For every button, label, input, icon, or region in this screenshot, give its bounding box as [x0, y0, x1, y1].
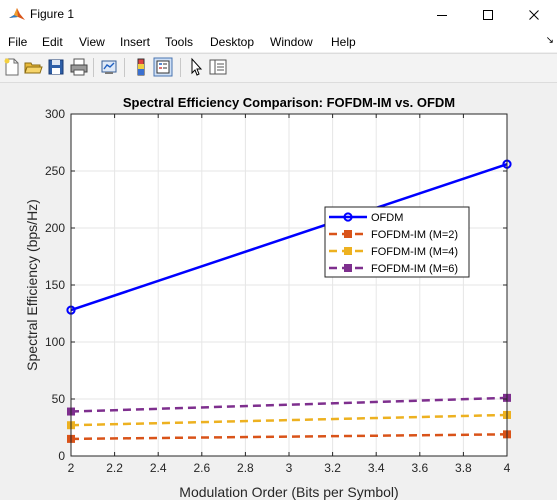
- figure-canvas[interactable]: 2 2.2 2.4 2.6 2.8 3 3.2 3.4 3.6 3.8 4 0 50 100 150 200 2…: [0, 83, 557, 500]
- property-inspector-icon[interactable]: [208, 57, 228, 77]
- new-figure-icon[interactable]: [2, 57, 22, 77]
- y-tick-label: 200: [45, 221, 65, 235]
- toolbar-separator: [124, 58, 125, 77]
- legend[interactable]: OFDM FOFDM-IM (M=2) FOFDM-IM (M=4) FOFDM-IM…: [325, 207, 469, 277]
- menu-bar: File Edit View Insert Tools Desktop Wind…: [0, 30, 557, 52]
- close-icon: [528, 9, 540, 21]
- menu-file[interactable]: File: [8, 35, 27, 49]
- y-tick-label: 250: [45, 164, 65, 178]
- colorbar-icon[interactable]: [131, 57, 151, 77]
- legend-icon[interactable]: [153, 57, 173, 77]
- x-tick-label: 4: [504, 461, 511, 475]
- menu-view[interactable]: View: [79, 35, 105, 49]
- menu-desktop[interactable]: Desktop: [210, 35, 254, 49]
- x-axis-label: Modulation Order (Bits per Symbol): [179, 484, 398, 500]
- edit-plot-icon[interactable]: [186, 57, 206, 77]
- legend-label: FOFDM-IM (M=4): [371, 246, 458, 258]
- legend-label: FOFDM-IM (M=2): [371, 229, 458, 241]
- x-tick-label: 3.4: [368, 461, 385, 475]
- figure-toolbar: [0, 53, 557, 83]
- menu-help[interactable]: Help: [331, 35, 356, 49]
- maximize-button[interactable]: [465, 0, 511, 30]
- maximize-icon: [482, 9, 494, 21]
- y-tick-label: 0: [58, 449, 65, 463]
- minimize-button[interactable]: [419, 0, 465, 30]
- toolbar-separator: [180, 58, 181, 77]
- open-file-icon[interactable]: [23, 57, 43, 77]
- close-button[interactable]: [511, 0, 557, 30]
- legend-label: FOFDM-IM (M=6): [371, 263, 458, 275]
- legend-label: OFDM: [371, 212, 403, 224]
- x-tick-label: 3.2: [324, 461, 341, 475]
- chart-title: Spectral Efficiency Comparison: FOFDM-IM…: [123, 95, 455, 110]
- y-tick-label: 150: [45, 278, 65, 292]
- y-tick-label: 300: [45, 107, 65, 121]
- y-axis-label: Spectral Efficiency (bps/Hz): [24, 199, 40, 371]
- x-tick-label: 2.8: [237, 461, 254, 475]
- print-icon[interactable]: [69, 57, 89, 77]
- matlab-logo-icon: [8, 6, 26, 24]
- menu-window[interactable]: Window: [270, 35, 313, 49]
- menu-insert[interactable]: Insert: [120, 35, 150, 49]
- plot-svg[interactable]: 2 2.2 2.4 2.6 2.8 3 3.2 3.4 3.6 3.8 4 0 50 100 150 200 2…: [0, 83, 557, 500]
- title-bar[interactable]: Figure 1: [0, 0, 557, 30]
- x-tick-label: 2.6: [193, 461, 210, 475]
- legend-marker[interactable]: [345, 248, 352, 255]
- y-tick-label: 100: [45, 335, 65, 349]
- dock-arrow-icon[interactable]: ↘: [546, 35, 554, 46]
- y-tick-label: 50: [52, 392, 66, 406]
- legend-marker[interactable]: [345, 231, 352, 238]
- menu-edit[interactable]: Edit: [42, 35, 63, 49]
- x-tick-label: 2.2: [106, 461, 123, 475]
- x-tick-label: 2.4: [150, 461, 167, 475]
- x-tick-label: 3.6: [411, 461, 428, 475]
- menu-tools[interactable]: Tools: [165, 35, 193, 49]
- link-plot-icon[interactable]: [99, 57, 119, 77]
- window-title: Figure 1: [30, 7, 74, 21]
- minimize-icon: [436, 9, 448, 21]
- save-icon[interactable]: [46, 57, 66, 77]
- toolbar-separator: [93, 58, 94, 77]
- legend-marker[interactable]: [345, 265, 352, 272]
- x-tick-label: 3.8: [455, 461, 472, 475]
- x-tick-label: 2: [68, 461, 75, 475]
- x-tick-label: 3: [286, 461, 293, 475]
